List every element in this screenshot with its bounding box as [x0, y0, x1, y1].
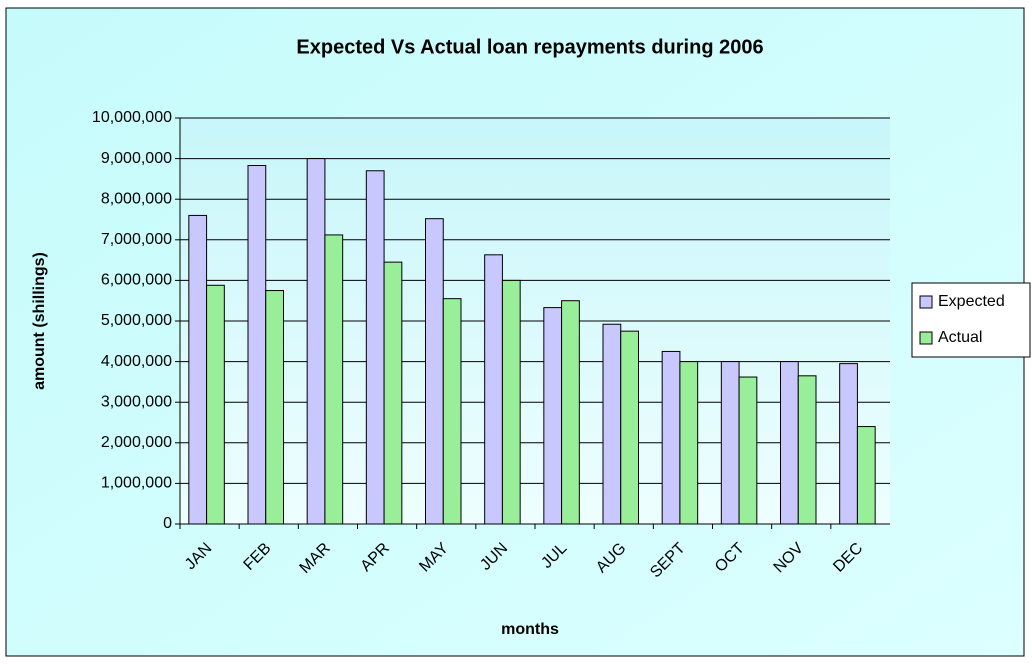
bar [324, 234, 344, 525]
bar [780, 361, 799, 525]
y-tick-label: 3,000,000 [101, 393, 172, 410]
bar [856, 426, 876, 525]
y-tick-label: 9,000,000 [101, 150, 172, 167]
y-tick-label: 8,000,000 [101, 190, 172, 207]
bar [501, 279, 521, 525]
legend-label: Actual [938, 329, 982, 346]
y-axis-title: amount (shillings) [31, 252, 48, 390]
bar [797, 375, 817, 525]
bar [839, 363, 858, 525]
x-axis-title: months [501, 621, 559, 638]
bar [442, 298, 462, 525]
bar [484, 254, 503, 525]
bar [265, 290, 284, 525]
bar [561, 300, 580, 525]
y-tick-label: 4,000,000 [101, 353, 172, 370]
bar [247, 165, 267, 525]
bar [543, 307, 563, 525]
bar [738, 376, 758, 525]
y-tick-label: 7,000,000 [101, 231, 172, 248]
legend-swatch [919, 331, 933, 345]
y-tick-label: 1,000,000 [101, 475, 172, 492]
bar [306, 158, 326, 525]
chart-title: Expected Vs Actual loan repayments durin… [296, 36, 763, 58]
bar [620, 330, 639, 525]
bar [679, 361, 699, 525]
legend-box [911, 282, 1031, 358]
bar [602, 323, 622, 525]
bar [425, 218, 444, 525]
y-tick-label: 6,000,000 [101, 272, 172, 289]
legend-label: Expected [938, 293, 1005, 310]
y-tick-label: 5,000,000 [101, 312, 172, 329]
y-tick-label: 2,000,000 [101, 434, 172, 451]
bar [383, 261, 403, 525]
legend-swatch [919, 295, 933, 309]
bar [188, 214, 208, 525]
bar [661, 350, 681, 525]
bar [720, 361, 740, 525]
y-tick-label: 0 [163, 515, 172, 532]
bar [365, 170, 385, 525]
y-tick-label: 10,000,000 [92, 109, 172, 126]
bar [206, 284, 225, 525]
